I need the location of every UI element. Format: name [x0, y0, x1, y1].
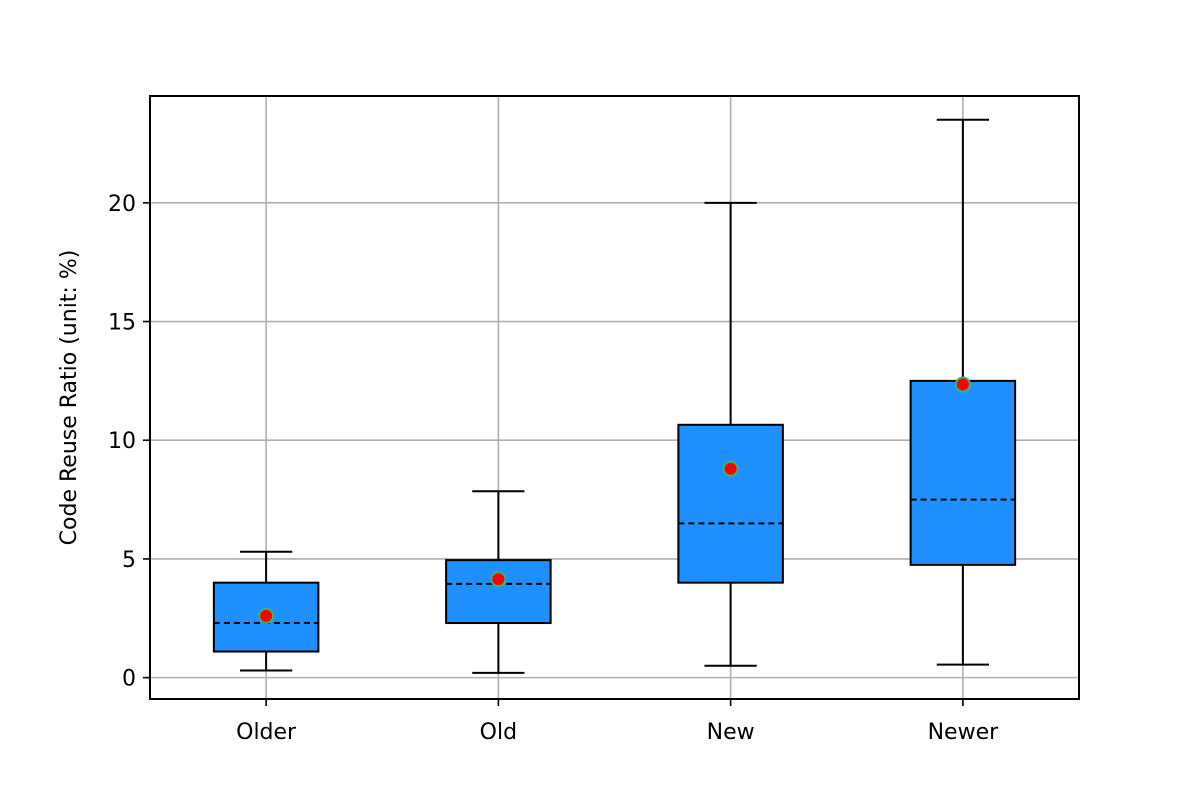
box-older — [212, 550, 320, 672]
y-tick-label: 0 — [122, 667, 136, 692]
iqr-box — [445, 559, 552, 625]
x-tick-label: Newer — [928, 720, 1000, 745]
y-axis-label: Code Reuse Ratio (unit: %) — [57, 250, 82, 546]
iqr-box — [909, 379, 1017, 566]
box-new — [677, 201, 784, 667]
x-tick-label: Older — [236, 720, 297, 745]
x-tick-label: New — [707, 720, 755, 745]
box-old — [445, 490, 552, 674]
y-tick-label: 5 — [122, 548, 136, 573]
iqr-box — [677, 423, 784, 584]
boxes — [212, 118, 1017, 674]
mean-marker — [490, 571, 507, 588]
plot-area-frame — [149, 95, 1080, 700]
axis-ticks: 0 5 10 15 20 Older Old New Newer — [108, 192, 999, 745]
y-tick-label: 15 — [108, 311, 136, 336]
mean-marker — [258, 607, 275, 624]
mean-marker — [722, 460, 739, 477]
mean-marker — [954, 376, 971, 393]
y-tick-label: 20 — [108, 192, 136, 217]
y-tick-label: 10 — [108, 429, 136, 454]
box-newer — [909, 118, 1017, 666]
x-tick-label: Old — [480, 720, 517, 745]
